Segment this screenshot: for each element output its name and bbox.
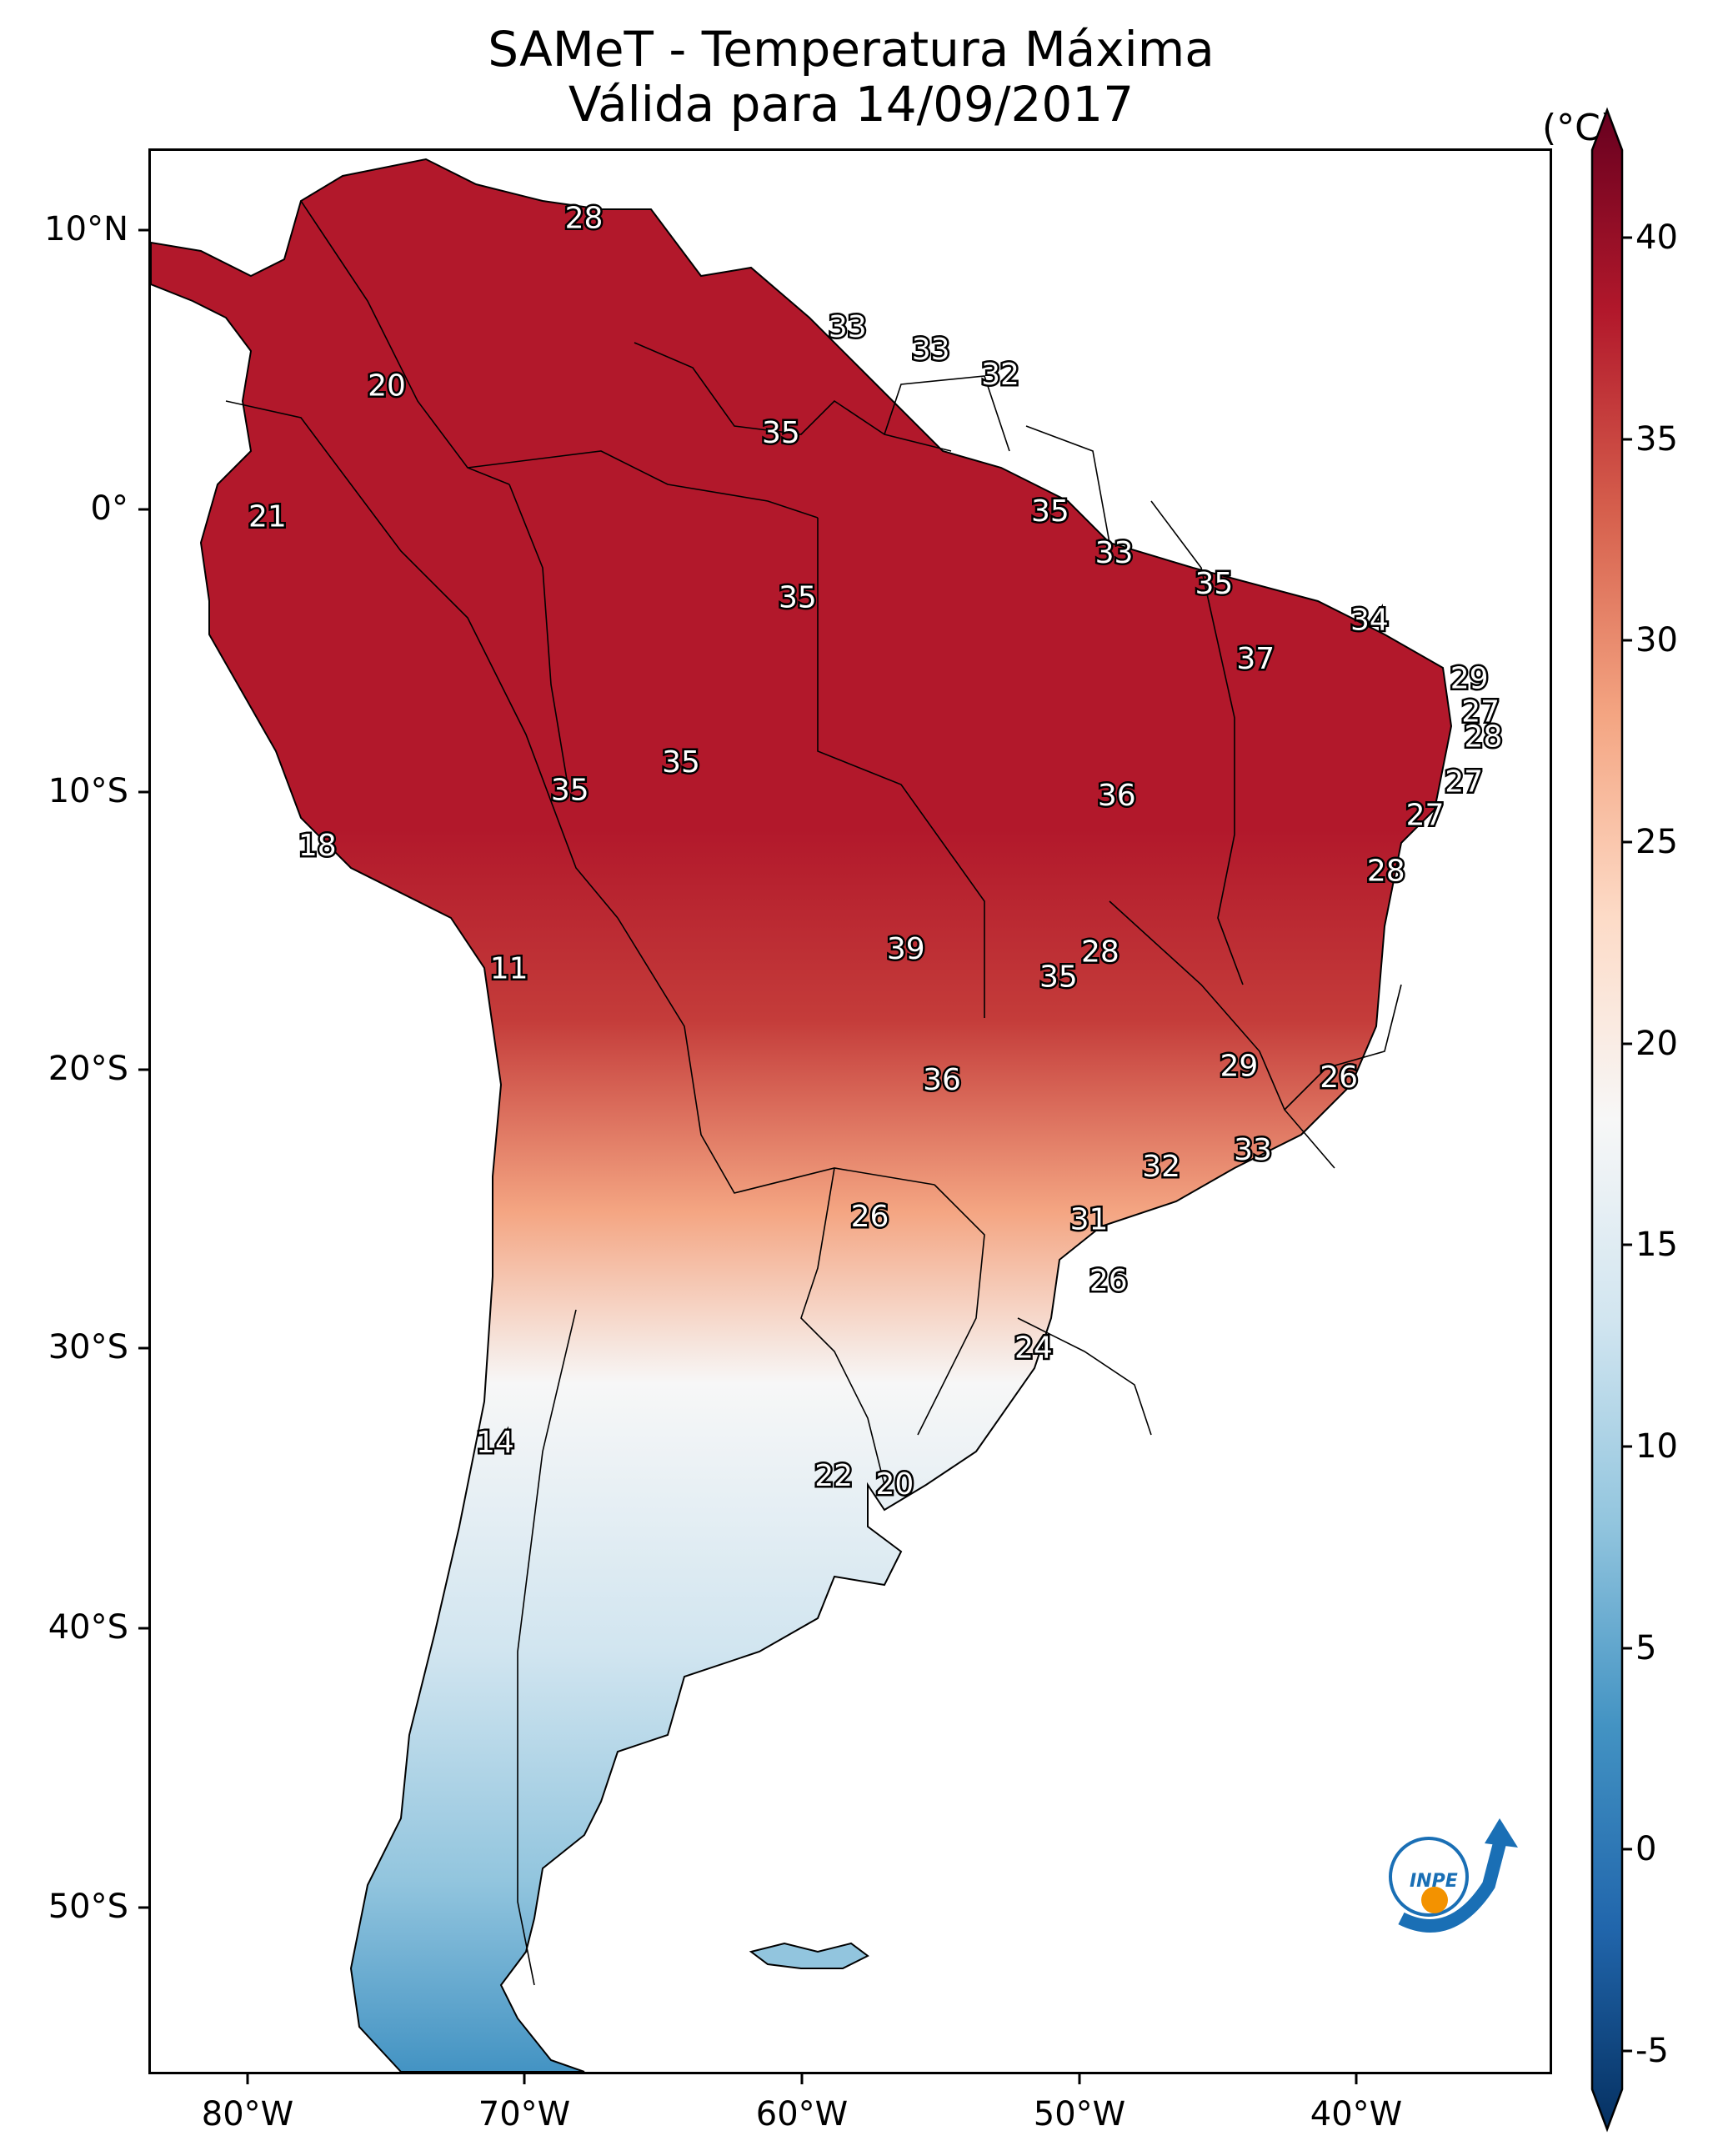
- station-temp-label: 39: [887, 932, 925, 966]
- station-temp-label: 26: [1089, 1264, 1128, 1298]
- lat-tick-label: 20°S: [48, 1050, 128, 1088]
- colorbar-tick-label: 0: [1635, 1830, 1657, 1868]
- station-temp-label: 35: [551, 773, 589, 807]
- country-borders: [225, 200, 1402, 1986]
- colorbar-tick-label: 25: [1635, 823, 1678, 861]
- station-temp-label: 36: [923, 1063, 961, 1097]
- station-temp-label: 24: [1014, 1331, 1053, 1365]
- station-temp-label: 33: [1234, 1133, 1272, 1167]
- lon-tick-label: 40°W: [1310, 2095, 1403, 2133]
- station-temp-label: 33: [912, 333, 950, 367]
- lat-tick-label: 30°S: [48, 1328, 128, 1366]
- station-temp-label: 14: [476, 1426, 514, 1460]
- colorbar-tick-label: 15: [1635, 1226, 1678, 1264]
- station-temp-label: 22: [814, 1459, 853, 1493]
- lat-tick-label: 0°: [90, 489, 128, 528]
- station-temp-label: 32: [1142, 1150, 1180, 1184]
- colorbar-tick-label: 30: [1635, 621, 1678, 659]
- station-temp-label: 20: [875, 1467, 914, 1502]
- station-temp-label: 26: [1320, 1060, 1358, 1095]
- continent-south-america: [151, 158, 1453, 2072]
- station-temp-label: 32: [981, 358, 1019, 392]
- colorbar-tick-label: 35: [1635, 420, 1678, 459]
- station-temp-label: 35: [662, 745, 700, 780]
- lon-tick-label: 70°W: [478, 2095, 571, 2133]
- station-temp-label: 34: [1350, 603, 1389, 637]
- map-panel: 28 20 33 33 32 35 21 35 33 35 34 35 37 29 27 28 27 27 35 35…: [148, 148, 1552, 2074]
- lat-tick-label: 10°S: [48, 772, 128, 810]
- lat-tick-label: 40°S: [48, 1608, 128, 1647]
- colorbar-gradient: [1590, 107, 1624, 2133]
- station-temp-label: 21: [248, 500, 287, 534]
- station-temp-label: 29: [1450, 662, 1489, 696]
- station-temp-label: 18: [298, 829, 337, 863]
- lat-tick-label: 10°N: [44, 210, 128, 248]
- colorbar-tick-label: 20: [1635, 1025, 1678, 1063]
- station-temp-label: 33: [829, 310, 867, 344]
- inpe-logo-text: INPE: [1410, 1871, 1458, 1892]
- station-temp-label: 33: [1095, 536, 1134, 570]
- land-area: [151, 158, 1453, 2072]
- station-temp-label: 11: [490, 951, 528, 985]
- station-temp-label: 36: [1098, 779, 1136, 813]
- station-temp-label: 28: [565, 202, 604, 236]
- colorbar-tick-label: 40: [1635, 218, 1678, 257]
- station-temp-label: 35: [1031, 494, 1069, 529]
- colorbar-tick-label: 10: [1635, 1427, 1678, 1466]
- station-temp-label: 35: [779, 581, 817, 615]
- station-temp-label: 35: [1039, 960, 1078, 994]
- lat-tick-label: 50°S: [48, 1888, 128, 1926]
- station-temp-label: 28: [1464, 720, 1502, 755]
- inpe-logo: INPE: [1389, 1818, 1518, 1933]
- station-temp-label: 27: [1406, 798, 1445, 832]
- station-temp-label: 20: [368, 369, 406, 403]
- station-temp-label: 35: [762, 416, 800, 450]
- station-temp-label: 28: [1367, 854, 1405, 888]
- lon-tick-label: 60°W: [755, 2095, 849, 2133]
- station-temp-label: 27: [1461, 695, 1500, 730]
- colorbar-tick-label: 5: [1635, 1629, 1657, 1667]
- colorbar-tick-label: -5: [1635, 2032, 1669, 2070]
- station-temp-label: 37: [1236, 642, 1275, 676]
- station-temp-label: 31: [1070, 1202, 1109, 1236]
- station-temp-label: 26: [851, 1200, 889, 1234]
- lon-tick-label: 50°W: [1033, 2095, 1126, 2133]
- lon-tick-label: 80°W: [201, 2095, 294, 2133]
- island-falklands: [749, 1942, 869, 1969]
- station-temp-label: 28: [1081, 935, 1119, 969]
- map-subtitle: Válida para 14/09/2017: [568, 76, 1134, 133]
- station-temp-label: 29: [1220, 1050, 1258, 1084]
- station-temp-label: 27: [1445, 765, 1483, 799]
- map-title: SAMeT - Temperatura Máxima: [488, 21, 1215, 78]
- station-temp-label: 35: [1195, 567, 1233, 601]
- colorbar: [1590, 107, 1624, 2133]
